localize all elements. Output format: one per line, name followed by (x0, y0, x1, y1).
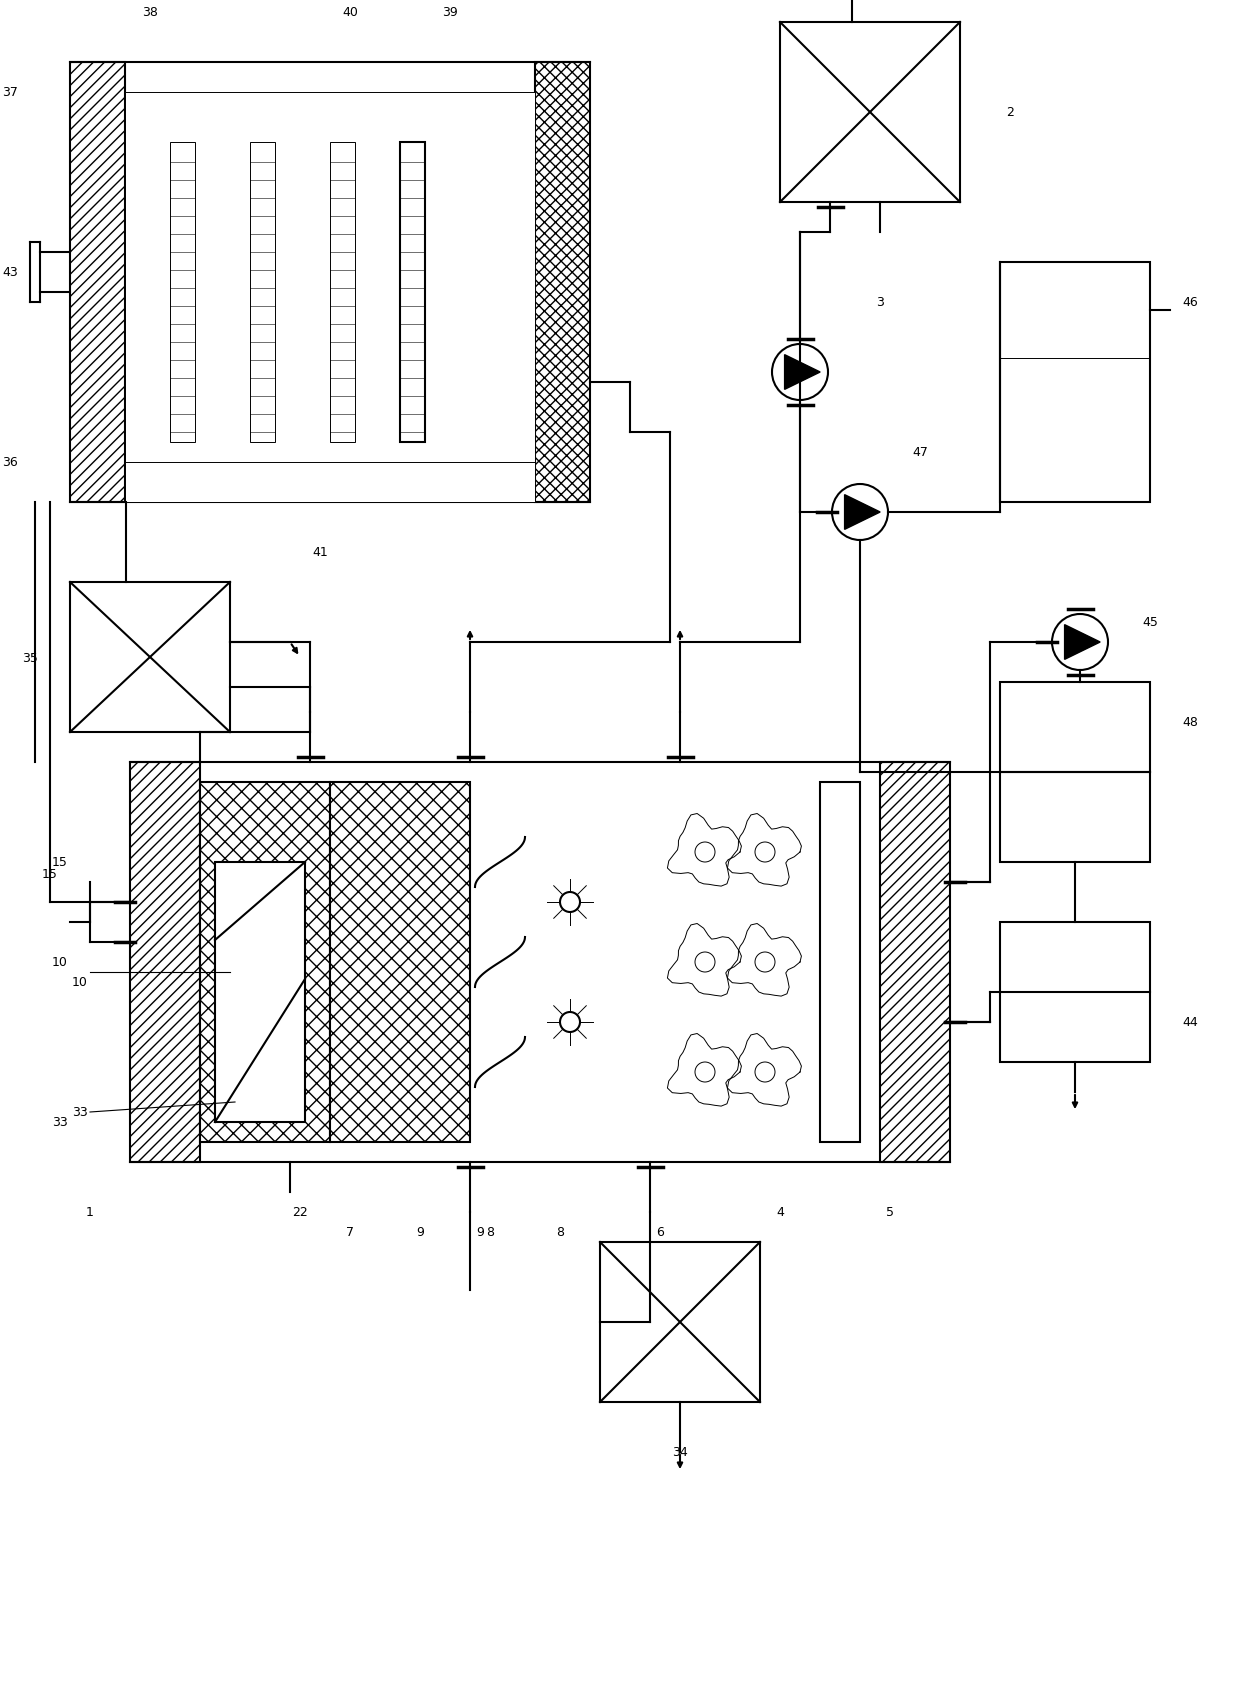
Bar (330, 143, 355, 442)
Text: 15: 15 (42, 868, 58, 881)
Bar (125, 463, 534, 503)
Bar (999, 262, 1149, 503)
Bar (600, 1243, 760, 1403)
Bar (69, 62, 125, 503)
Text: 4: 4 (776, 1206, 784, 1219)
Bar (820, 782, 861, 1142)
Text: 5: 5 (887, 1206, 894, 1219)
Text: 47: 47 (913, 446, 928, 459)
Text: 7: 7 (346, 1226, 353, 1238)
Text: 33: 33 (52, 1115, 68, 1129)
Bar (215, 863, 305, 1122)
Text: 10: 10 (52, 955, 68, 969)
Text: 37: 37 (2, 86, 17, 99)
Bar (880, 762, 950, 1162)
Bar (200, 782, 330, 1142)
Text: 3: 3 (877, 296, 884, 309)
Bar (999, 922, 1149, 1063)
Text: 39: 39 (443, 7, 458, 20)
Text: 22: 22 (293, 1206, 308, 1219)
Text: 35: 35 (22, 651, 38, 664)
Bar (250, 143, 275, 442)
Text: 41: 41 (312, 547, 327, 558)
Bar (125, 93, 534, 473)
Text: 15: 15 (52, 856, 68, 870)
Polygon shape (844, 495, 880, 530)
Bar (999, 683, 1149, 863)
Text: 43: 43 (2, 266, 17, 279)
Text: 8: 8 (486, 1226, 494, 1238)
Text: 34: 34 (672, 1445, 688, 1458)
Bar (401, 143, 425, 442)
Bar (780, 24, 960, 204)
Bar (69, 582, 229, 733)
Text: 36: 36 (2, 456, 17, 469)
Text: 1: 1 (86, 1206, 94, 1219)
Text: 9: 9 (476, 1226, 484, 1238)
Text: 46: 46 (1182, 296, 1198, 309)
Text: 8: 8 (556, 1226, 564, 1238)
Text: 6: 6 (656, 1226, 663, 1238)
Text: 9: 9 (417, 1226, 424, 1238)
Text: 40: 40 (342, 7, 358, 20)
Text: 45: 45 (1142, 616, 1158, 629)
Polygon shape (785, 355, 820, 390)
Bar (330, 782, 470, 1142)
Polygon shape (1065, 626, 1100, 659)
Bar (130, 762, 200, 1162)
Text: 44: 44 (1182, 1016, 1198, 1029)
Text: 2: 2 (1006, 106, 1014, 119)
Text: 10: 10 (72, 976, 88, 989)
Text: 48: 48 (1182, 717, 1198, 728)
Text: 33: 33 (72, 1105, 88, 1119)
Text: 38: 38 (143, 7, 157, 20)
Bar (534, 62, 590, 503)
Bar (170, 143, 195, 442)
